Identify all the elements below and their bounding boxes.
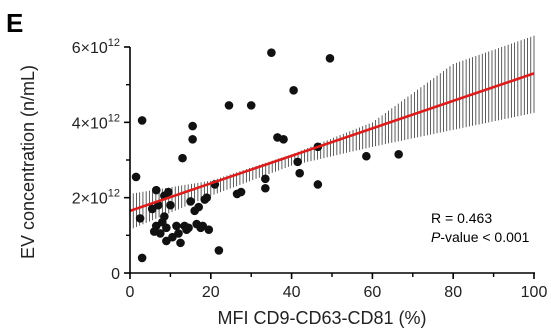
- data-point: [137, 116, 147, 125]
- data-point: [261, 174, 270, 184]
- y-axis-label: EV concentration (n/mL): [18, 65, 38, 259]
- data-point: [362, 151, 371, 161]
- data-point: [162, 223, 171, 233]
- data-point: [289, 86, 298, 95]
- y-tick-label: 0: [111, 266, 120, 283]
- p-value-text: -value < 0.001: [440, 229, 529, 245]
- data-point: [214, 246, 224, 255]
- y-tick-label: 4×1012: [72, 112, 120, 132]
- data-point: [172, 221, 181, 231]
- data-point: [135, 214, 145, 223]
- data-point: [156, 229, 165, 238]
- data-point: [160, 212, 169, 221]
- data-point: [188, 121, 197, 131]
- data-point: [202, 193, 212, 202]
- x-axis-ticks: 0 20 40 60 80 100: [126, 273, 548, 301]
- data-point: [295, 168, 304, 178]
- data-point: [137, 253, 147, 263]
- x-tick-label: 60: [364, 284, 382, 301]
- data-point: [188, 134, 197, 144]
- data-point: [194, 202, 203, 212]
- data-point: [246, 101, 256, 110]
- data-point: [261, 183, 270, 193]
- x-axis-label: MFI CD9-CD63-CD81 (%): [217, 308, 426, 328]
- x-tick-label: 20: [202, 284, 220, 301]
- x-tick-label: 80: [444, 284, 462, 301]
- data-point: [176, 238, 185, 248]
- data-point: [184, 223, 193, 233]
- data-point: [236, 187, 246, 197]
- x-tick-label: 0: [126, 284, 135, 301]
- x-tick-label: 40: [283, 284, 301, 301]
- p-value-annotation: P-value < 0.001: [431, 229, 530, 245]
- data-point: [186, 197, 195, 206]
- x-tick-label: 100: [521, 284, 548, 301]
- data-point: [325, 54, 335, 63]
- data-point: [131, 172, 141, 182]
- y-axis-ticks: 0 2×1012 4×1012 6×1012: [72, 37, 130, 283]
- data-point: [164, 187, 173, 197]
- data-point: [178, 153, 187, 163]
- y-tick-label: 2×1012: [72, 188, 120, 208]
- data-point: [174, 229, 183, 238]
- correlation-r-annotation: R = 0.463: [431, 210, 492, 226]
- data-points: [131, 48, 403, 263]
- data-point: [151, 185, 161, 195]
- data-point: [267, 48, 276, 57]
- regression-line: [129, 72, 535, 213]
- data-point: [166, 200, 175, 210]
- y-tick-label: 6×1012: [72, 37, 120, 57]
- data-point: [224, 101, 234, 110]
- data-point: [313, 180, 323, 189]
- data-point: [279, 134, 288, 144]
- data-point: [394, 150, 403, 159]
- data-point: [293, 157, 302, 167]
- panel-label: E: [6, 8, 23, 38]
- p-value-symbol: P: [431, 229, 441, 245]
- data-point: [204, 225, 214, 234]
